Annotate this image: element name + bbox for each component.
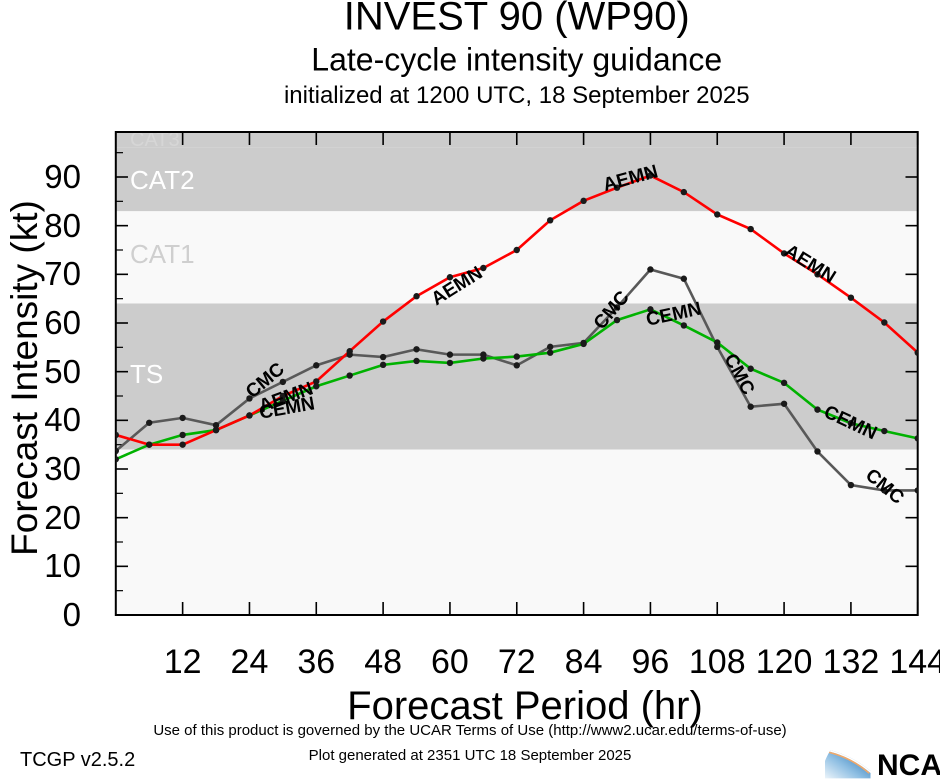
svg-text:36: 36 (297, 643, 335, 681)
svg-text:CAT1: CAT1 (130, 239, 195, 269)
svg-text:INVEST 90 (WP90): INVEST 90 (WP90) (344, 0, 690, 38)
svg-text:0: 0 (63, 596, 81, 633)
svg-text:10: 10 (44, 547, 81, 584)
svg-text:Use of this product is governe: Use of this product is governed by the U… (153, 722, 786, 739)
svg-text:144: 144 (889, 643, 940, 681)
svg-text:initialized at 1200 UTC, 18 Se: initialized at 1200 UTC, 18 September 20… (284, 82, 750, 109)
svg-text:90: 90 (44, 158, 81, 195)
svg-text:NCAR: NCAR (877, 749, 940, 780)
svg-text:84: 84 (565, 643, 603, 681)
svg-text:48: 48 (364, 643, 402, 681)
svg-text:Late-cycle intensity guidance: Late-cycle intensity guidance (311, 41, 722, 77)
svg-text:108: 108 (689, 643, 746, 681)
svg-text:Forecast Intensity (kt): Forecast Intensity (kt) (4, 200, 45, 556)
svg-text:12: 12 (164, 643, 202, 681)
svg-text:30: 30 (44, 450, 81, 487)
svg-text:60: 60 (431, 643, 469, 681)
svg-text:24: 24 (231, 643, 269, 681)
svg-text:40: 40 (44, 401, 81, 438)
svg-text:CAT2: CAT2 (130, 165, 195, 195)
svg-text:60: 60 (44, 304, 81, 341)
svg-text:70: 70 (44, 255, 81, 292)
svg-text:80: 80 (44, 207, 81, 244)
svg-text:TCGP v2.5.2: TCGP v2.5.2 (20, 749, 135, 771)
svg-text:20: 20 (44, 499, 81, 536)
svg-text:120: 120 (756, 643, 813, 681)
svg-text:96: 96 (632, 643, 670, 681)
svg-text:Plot generated at 2351 UTC 1: Plot generated at 2351 UTC 18 September … (309, 747, 632, 764)
svg-text:50: 50 (44, 353, 81, 390)
svg-text:132: 132 (823, 643, 880, 681)
svg-text:TS: TS (130, 359, 163, 389)
svg-text:72: 72 (498, 643, 536, 681)
